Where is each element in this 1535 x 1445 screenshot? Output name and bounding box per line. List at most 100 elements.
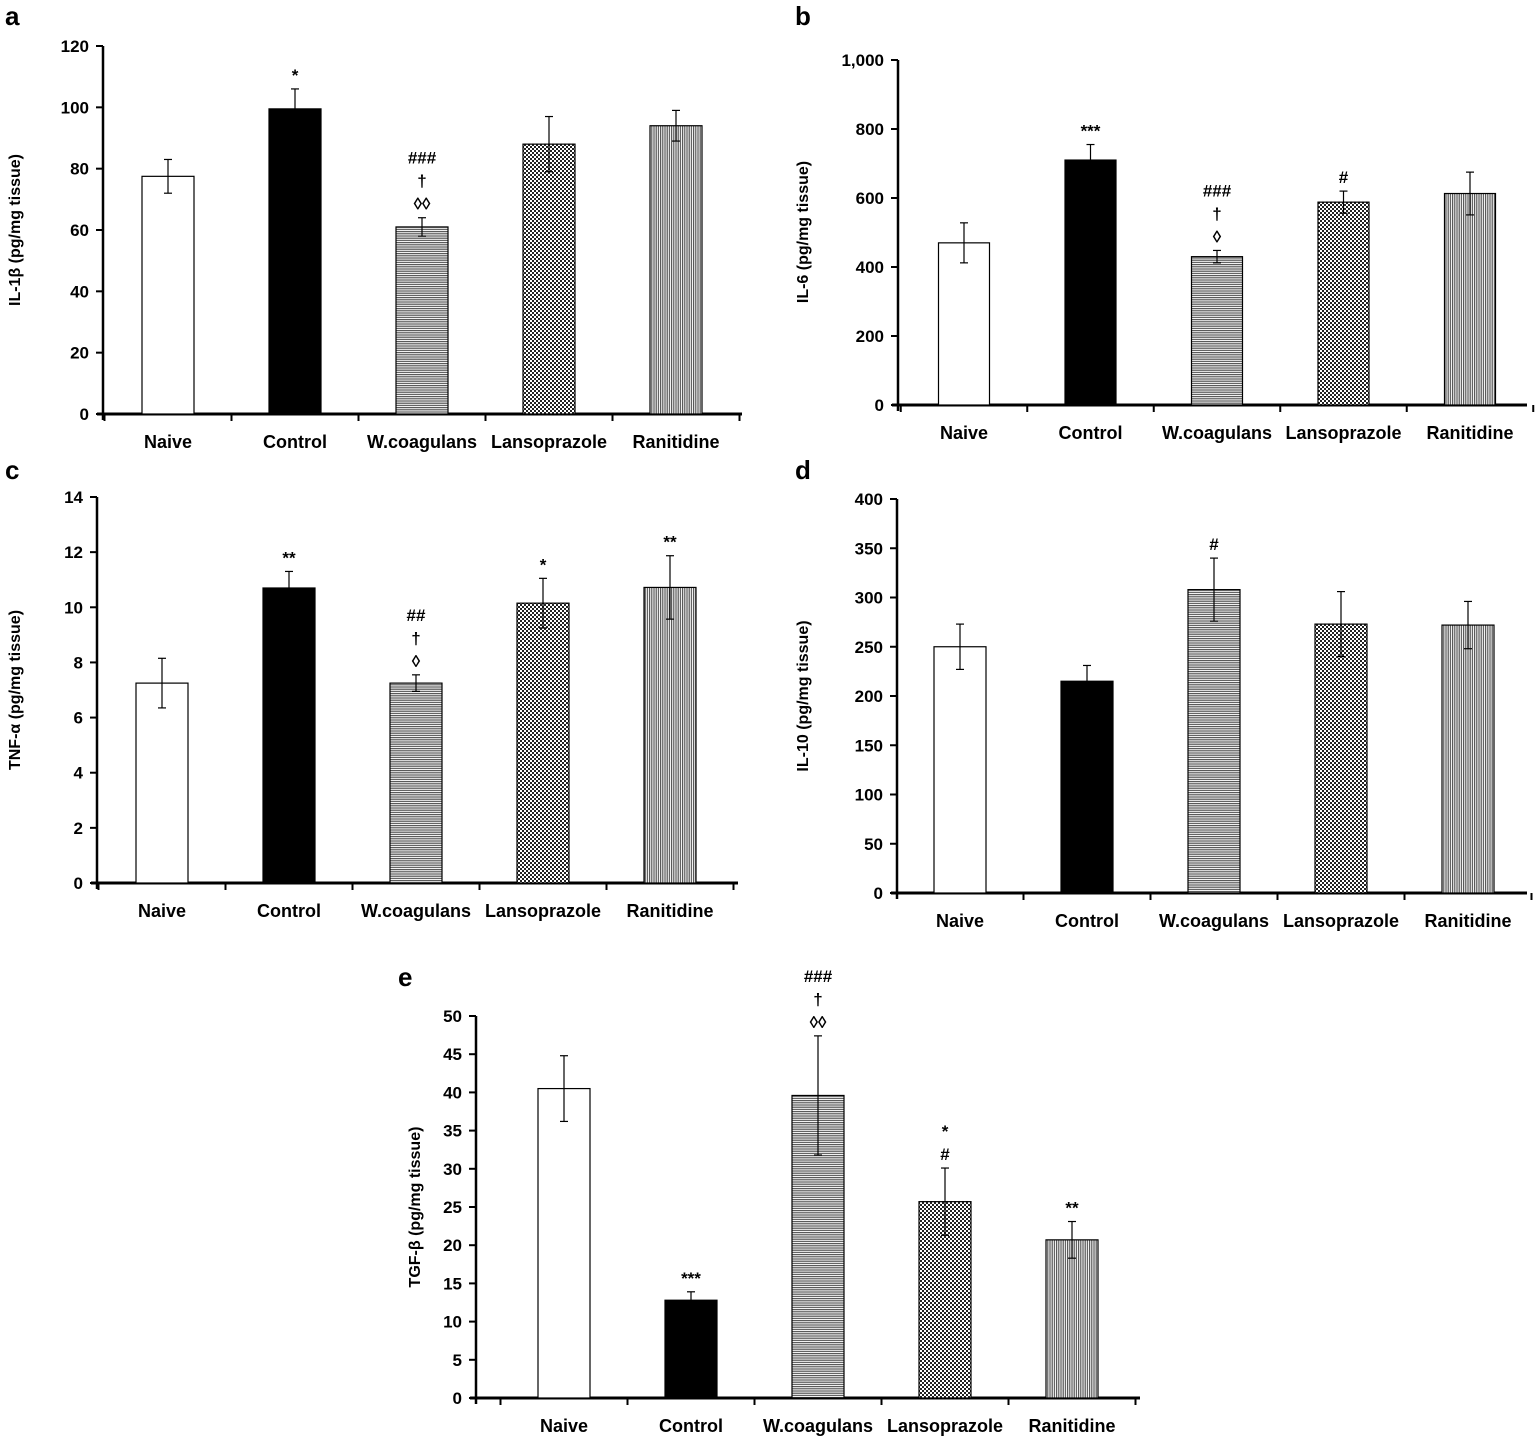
bar-control [268, 108, 322, 415]
y-tick-label: 60 [70, 221, 89, 240]
y-tick-label: 250 [855, 638, 883, 657]
x-category-label: Control [659, 1416, 723, 1436]
x-category-label: Ranitidine [626, 901, 713, 921]
y-tick-label: 20 [70, 344, 89, 363]
y-tick-label: 0 [74, 874, 83, 893]
x-category-label: W.coagulans [367, 432, 477, 452]
significance-marker: ** [663, 533, 677, 552]
y-tick-label: 12 [64, 543, 83, 562]
y-tick-label: 100 [855, 786, 883, 805]
y-axis-title: TNF-α (pg/mg tissue) [7, 610, 24, 770]
y-tick-label: 4 [74, 764, 84, 783]
y-axis-title: IL-10 (pg/mg tissue) [795, 620, 812, 771]
y-tick-label: 8 [74, 653, 83, 672]
y-tick-label: 80 [70, 160, 89, 179]
bar-ranitidine [643, 586, 697, 884]
y-tick-label: 30 [443, 1160, 462, 1179]
significance-marker: ** [1065, 1199, 1079, 1218]
bar-lansoprazole [1314, 623, 1368, 894]
significance-marker: * [292, 66, 299, 85]
x-category-label: Lansoprazole [1285, 423, 1401, 443]
y-tick-label: 15 [443, 1274, 462, 1293]
significance-marker: † [417, 172, 426, 191]
significance-marker: ◊◊ [414, 195, 431, 214]
bar-lansoprazole [522, 143, 576, 415]
y-tick-label: 20 [443, 1236, 462, 1255]
chart-panel-b: 0 200 400 600 800 1,000 IL-6 (pg/mg tissue) Nai… [795, 51, 1535, 443]
significance-marker: ◊◊ [810, 1013, 827, 1032]
bar-control [1060, 680, 1114, 894]
chart-panel-c: 0 2 4 6 8 10 12 14 TNF-α (pg/mg tissue) Naive ** Co… [7, 488, 738, 921]
panel-label-a: a [5, 1, 20, 31]
y-tick-label: 50 [864, 835, 883, 854]
y-tick-label: 6 [74, 709, 83, 728]
y-tick-label: 100 [61, 98, 89, 117]
x-category-label: Lansoprazole [1283, 911, 1399, 931]
y-tick-label: 40 [443, 1083, 462, 1102]
significance-marker: *** [681, 1269, 701, 1288]
y-tick-label: 14 [64, 488, 83, 507]
x-category-label: Naive [936, 911, 984, 931]
significance-marker: *** [1081, 122, 1101, 141]
y-axis-title: IL-6 (pg/mg tissue) [795, 161, 812, 303]
bar-wcoagulans [1190, 256, 1244, 406]
bar-ranitidine [1443, 192, 1497, 406]
significance-marker: ◊ [412, 652, 421, 671]
significance-marker: * [942, 1122, 949, 1141]
significance-marker: † [411, 629, 420, 648]
y-tick-label: 35 [443, 1122, 462, 1141]
bar-ranitidine [1441, 624, 1495, 894]
bar-control [1064, 159, 1117, 406]
bar-wcoagulans [389, 682, 443, 884]
y-tick-label: 1,000 [841, 51, 884, 70]
x-category-label: Naive [138, 901, 186, 921]
y-tick-label: 400 [855, 490, 883, 509]
significance-marker: # [1209, 535, 1219, 554]
significance-marker: ### [408, 149, 437, 168]
y-tick-label: 600 [856, 189, 884, 208]
y-tick-label: 10 [64, 598, 83, 617]
significance-marker: * [540, 555, 547, 574]
significance-marker: ** [282, 548, 296, 567]
y-tick-label: 800 [856, 120, 884, 139]
chart-panel-d: 0 50 100 150 200 250 300 350 400 IL-10 (pg/mg tis… [795, 490, 1533, 931]
x-category-label: W.coagulans [1162, 423, 1272, 443]
x-category-label: Lansoprazole [491, 432, 607, 452]
x-category-label: Lansoprazole [887, 1416, 1003, 1436]
x-category-label: Ranitidine [632, 432, 719, 452]
chart-panel-a: 0 20 40 60 80 100 120 IL-1β (pg/mg tissue) Naive… [7, 37, 742, 452]
y-tick-label: 40 [70, 282, 89, 301]
y-tick-label: 150 [855, 736, 883, 755]
bar-control [664, 1299, 718, 1399]
y-tick-label: 10 [443, 1313, 462, 1332]
bar-wcoagulans [1187, 589, 1241, 894]
panel-label-d: d [795, 455, 811, 485]
significance-marker: † [1212, 204, 1221, 223]
significance-marker: # [1339, 168, 1349, 187]
y-tick-label: 45 [443, 1045, 462, 1064]
y-tick-label: 2 [74, 819, 83, 838]
x-category-label: Control [257, 901, 321, 921]
x-category-label: W.coagulans [1159, 911, 1269, 931]
y-tick-label: 0 [80, 405, 89, 424]
y-tick-label: 200 [856, 327, 884, 346]
significance-marker: ### [1203, 181, 1232, 200]
panel-label-e: e [398, 962, 413, 992]
significance-marker: ◊ [1213, 227, 1222, 246]
x-category-label: Naive [940, 423, 988, 443]
y-tick-label: 50 [443, 1007, 462, 1026]
y-tick-label: 300 [855, 589, 883, 608]
y-tick-label: 120 [61, 37, 89, 56]
panel-label-b: b [795, 1, 811, 31]
y-tick-label: 25 [443, 1198, 462, 1217]
bar-naive [537, 1087, 591, 1399]
significance-marker: ## [407, 606, 426, 625]
panel-label-c: c [5, 455, 20, 485]
x-category-label: Control [1059, 423, 1123, 443]
x-category-label: W.coagulans [361, 901, 471, 921]
y-tick-label: 0 [875, 396, 884, 415]
bar-lansoprazole [1317, 201, 1370, 406]
bar-ranitidine [1045, 1239, 1099, 1399]
